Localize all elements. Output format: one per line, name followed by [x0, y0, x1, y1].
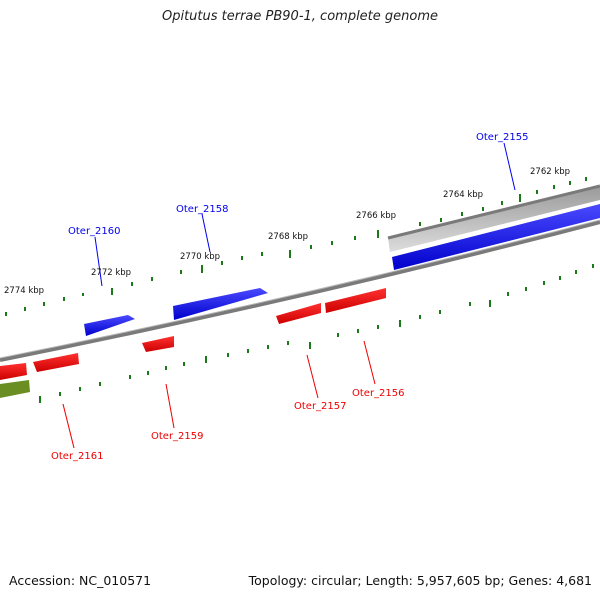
gene-oter-2158[interactable] — [173, 288, 268, 320]
callout-line — [503, 142, 516, 191]
gene-label[interactable]: Oter_2161 — [51, 451, 104, 462]
scale-label: 2768 kbp — [268, 232, 308, 242]
callout-line — [306, 354, 319, 399]
gene-oter-2161[interactable] — [33, 353, 79, 372]
callout-lines — [62, 142, 516, 449]
gene-oter-2155[interactable] — [392, 204, 600, 270]
callout-line — [201, 213, 211, 253]
scale-label: 2774 kbp — [4, 286, 44, 296]
scale-label: 2772 kbp — [91, 268, 131, 278]
selected-gene-band[interactable] — [388, 186, 600, 252]
callout-line — [94, 236, 103, 287]
feature-fragment-left[interactable] — [0, 380, 30, 398]
scale-label: 2762 kbp — [530, 167, 570, 177]
scale-label: 2770 kbp — [180, 252, 220, 262]
gene-label[interactable]: Oter_2156 — [352, 388, 405, 399]
gene-fragment-left[interactable] — [0, 363, 27, 380]
genome-summary-text: Topology: circular; Length: 5,957,605 bp… — [248, 573, 592, 588]
callout-line — [62, 403, 75, 449]
gene-labels: Oter_2155 Oter_2156 Oter_2157 Oter_2158 … — [51, 132, 529, 462]
scale-label: 2764 kbp — [443, 190, 483, 200]
callout-line — [363, 340, 376, 385]
scale-label: 2766 kbp — [356, 211, 396, 221]
map-title: Opitutus terrae PB90-1, complete genome — [161, 9, 439, 24]
gene-oter-2156[interactable] — [325, 288, 386, 313]
gene-label[interactable]: Oter_2160 — [68, 226, 121, 237]
gene-oter-2159[interactable] — [142, 336, 174, 352]
gene-label[interactable]: Oter_2157 — [294, 401, 347, 412]
genome-backbone — [0, 220, 600, 362]
inner-tick-ring — [39, 264, 594, 403]
selected-gene-band-edge — [387, 184, 600, 240]
gene-label[interactable]: Oter_2155 — [476, 132, 529, 143]
gene-oter-2160[interactable] — [84, 315, 135, 336]
callout-line — [165, 383, 175, 429]
accession-text: Accession: NC_010571 — [9, 573, 152, 588]
gene-label[interactable]: Oter_2158 — [176, 204, 229, 215]
outer-tick-ring — [5, 177, 587, 316]
genome-backbone-highlight — [0, 219, 600, 359]
gene-oter-2157[interactable] — [276, 303, 321, 324]
gene-label[interactable]: Oter_2159 — [151, 431, 204, 442]
scale-labels: 2774 kbp 2772 kbp 2770 kbp 2768 kbp 2766… — [4, 167, 570, 296]
